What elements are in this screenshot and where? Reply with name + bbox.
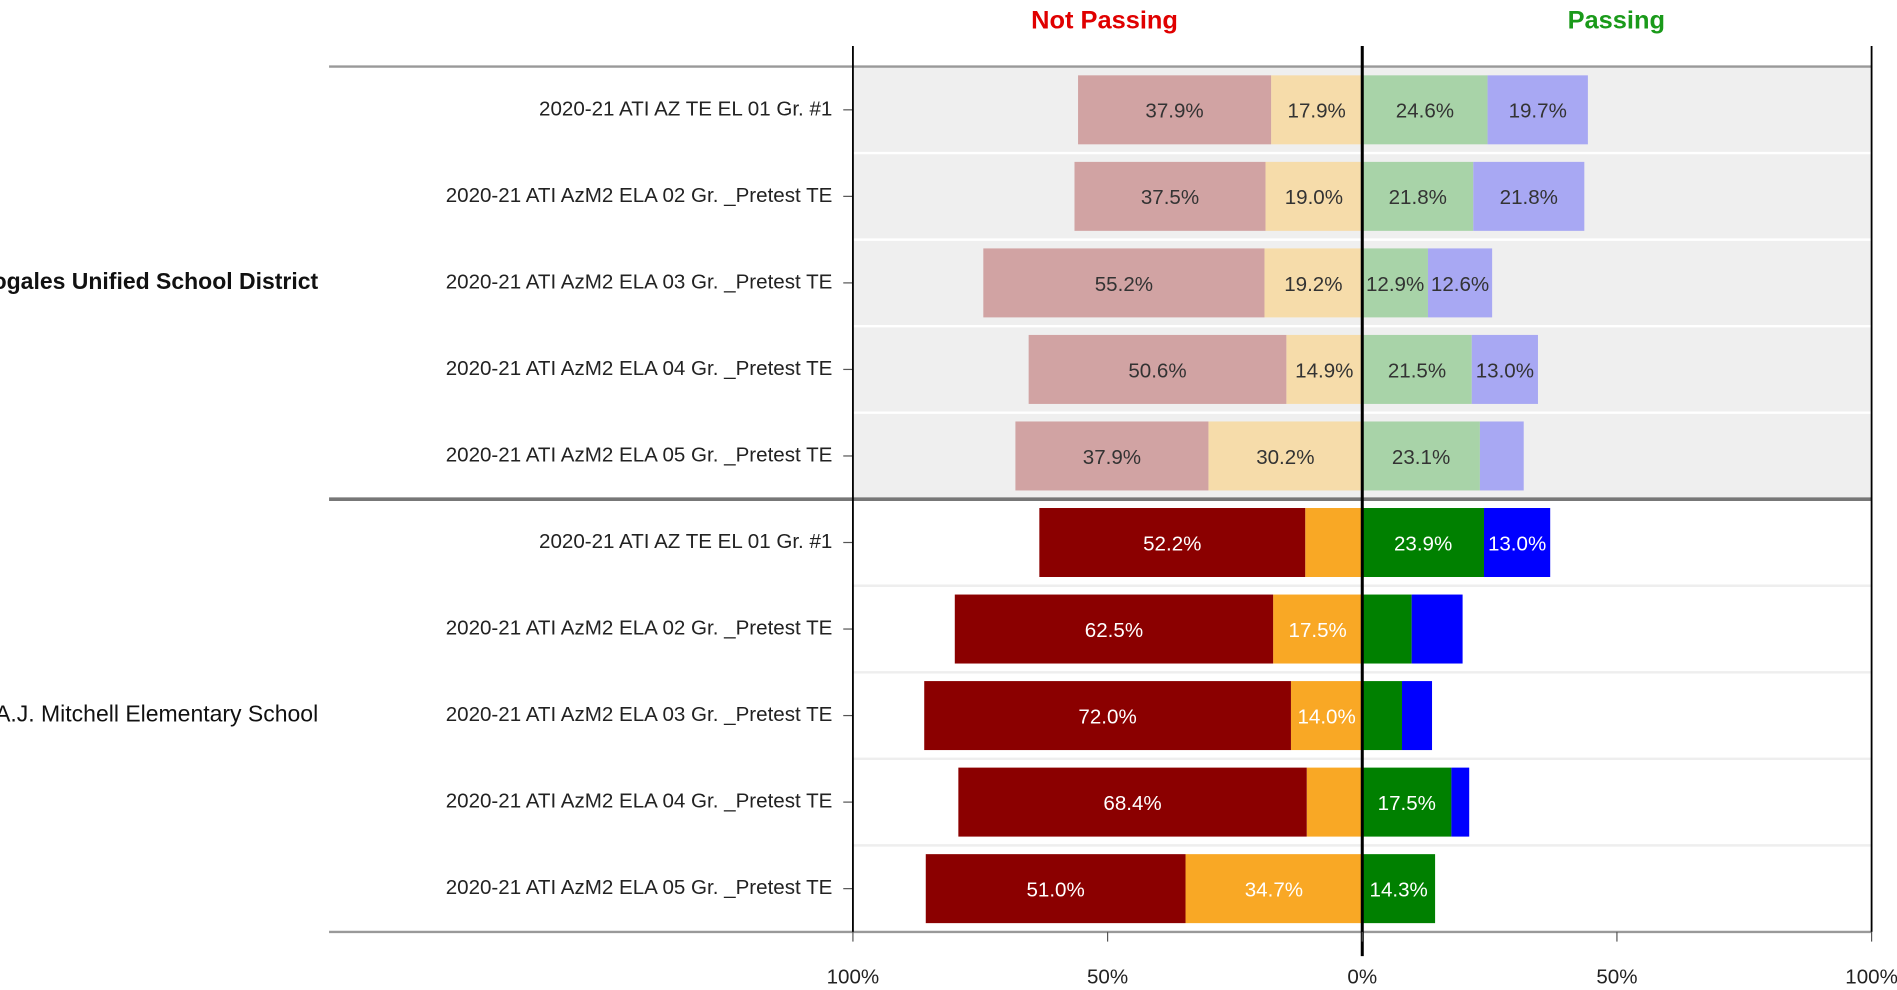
value-label: 72.0% (1078, 705, 1136, 728)
bar-segment (1487, 75, 1588, 145)
value-label: 37.9% (1083, 446, 1141, 469)
bar-segment (1264, 248, 1363, 318)
bar-segment (954, 594, 1274, 664)
value-label: 50.6% (1128, 359, 1186, 382)
bar-segment (983, 248, 1265, 318)
bar-segment (1305, 508, 1363, 577)
bar-segment (1362, 421, 1480, 491)
bar-segment (1015, 421, 1209, 491)
bar-segment (925, 854, 1186, 924)
category-label: 2020-21 ATI AZ TE EL 01 Gr. #1 (539, 530, 832, 553)
category-label: 2020-21 ATI AzM2 ELA 02 Gr. _Pretest TE (446, 184, 833, 207)
value-label: 14.9% (1295, 359, 1353, 382)
value-label: 23.9% (1394, 532, 1452, 555)
value-label: 37.9% (1145, 100, 1203, 123)
x-tick-label: 0% (1347, 965, 1377, 988)
value-label: 68.4% (1103, 792, 1161, 815)
value-label: 55.2% (1095, 273, 1153, 296)
bar-segment (1286, 334, 1363, 404)
bar-segment (1273, 594, 1363, 664)
bar-segment (1074, 161, 1266, 231)
category-label: 2020-21 ATI AzM2 ELA 04 Gr. _Pretest TE (446, 357, 833, 380)
category-label: 2020-21 ATI AzM2 ELA 03 Gr. _Pretest TE (446, 703, 833, 726)
bar-segment (1265, 161, 1363, 231)
not-passing-header: Not Passing (1031, 7, 1178, 35)
bar-segment (958, 767, 1307, 837)
value-label: 51.0% (1026, 878, 1084, 901)
bar-segment (1362, 75, 1488, 145)
group-label: A.J. Mitchell Elementary School (0, 701, 318, 727)
bar-segment (1362, 681, 1402, 751)
bar-segment (1208, 421, 1363, 491)
value-label: 13.0% (1488, 532, 1546, 555)
category-label: 2020-21 ATI AzM2 ELA 04 Gr. _Pretest TE (446, 790, 833, 813)
bar-segment (1290, 681, 1363, 751)
value-label: 14.3% (1370, 878, 1428, 901)
bar-segment (1362, 161, 1474, 231)
group-label: Nogales Unified School District (0, 268, 319, 294)
bar-segment (1271, 75, 1363, 145)
value-label: 62.5% (1085, 619, 1143, 642)
value-label: 21.8% (1389, 186, 1447, 209)
value-label: 17.5% (1378, 792, 1436, 815)
x-tick-label: 50% (1596, 965, 1637, 988)
bar-segment (1483, 508, 1551, 577)
value-label: 12.9% (1366, 273, 1424, 296)
category-label: 2020-21 ATI AzM2 ELA 03 Gr. _Pretest TE (446, 270, 833, 293)
value-label: 24.6% (1396, 100, 1454, 123)
bar-segment (1427, 248, 1493, 318)
value-label: 37.5% (1141, 186, 1199, 209)
value-label: 19.0% (1285, 186, 1343, 209)
bar-segment (1185, 854, 1363, 924)
bar-segment (1362, 334, 1472, 404)
bar-segment (1362, 508, 1484, 577)
bar-segment (1362, 854, 1436, 924)
bar-segment (1479, 421, 1524, 491)
value-label: 21.5% (1388, 359, 1446, 382)
value-label: 17.5% (1289, 619, 1347, 642)
bar-segment (1401, 681, 1433, 751)
value-label: 12.6% (1431, 273, 1489, 296)
value-label: 19.2% (1284, 273, 1342, 296)
bar-segment (1039, 508, 1306, 577)
category-label: 2020-21 ATI AzM2 ELA 02 Gr. _Pretest TE (446, 616, 833, 639)
bar-segment (1473, 161, 1585, 231)
x-tick-label: 100% (827, 965, 880, 988)
value-label: 17.9% (1288, 100, 1346, 123)
bar-segment (1306, 767, 1363, 837)
x-tick-label: 100% (1845, 965, 1897, 988)
bar-segment (1471, 334, 1538, 404)
value-label: 14.0% (1297, 705, 1355, 728)
value-label: 23.1% (1392, 446, 1450, 469)
value-label: 13.0% (1476, 359, 1534, 382)
category-label: 2020-21 ATI AzM2 ELA 05 Gr. _Pretest TE (446, 443, 833, 466)
bar-segment (924, 681, 1291, 751)
bar-segment (1451, 767, 1470, 837)
category-label: 2020-21 ATI AzM2 ELA 05 Gr. _Pretest TE (446, 876, 833, 899)
bar-segment (1411, 594, 1463, 664)
passing-header: Passing (1568, 7, 1665, 35)
category-label: 2020-21 ATI AZ TE EL 01 Gr. #1 (539, 97, 832, 120)
bar-segment (1362, 767, 1452, 837)
value-label: 30.2% (1256, 446, 1314, 469)
value-label: 52.2% (1143, 532, 1201, 555)
bar-segment (1362, 248, 1428, 318)
bar-segment (1028, 334, 1287, 404)
value-label: 34.7% (1245, 878, 1303, 901)
value-label: 19.7% (1509, 100, 1567, 123)
x-tick-label: 50% (1087, 965, 1128, 988)
bar-segment (1362, 594, 1412, 664)
bar-segment (1078, 75, 1272, 145)
value-label: 21.8% (1500, 186, 1558, 209)
